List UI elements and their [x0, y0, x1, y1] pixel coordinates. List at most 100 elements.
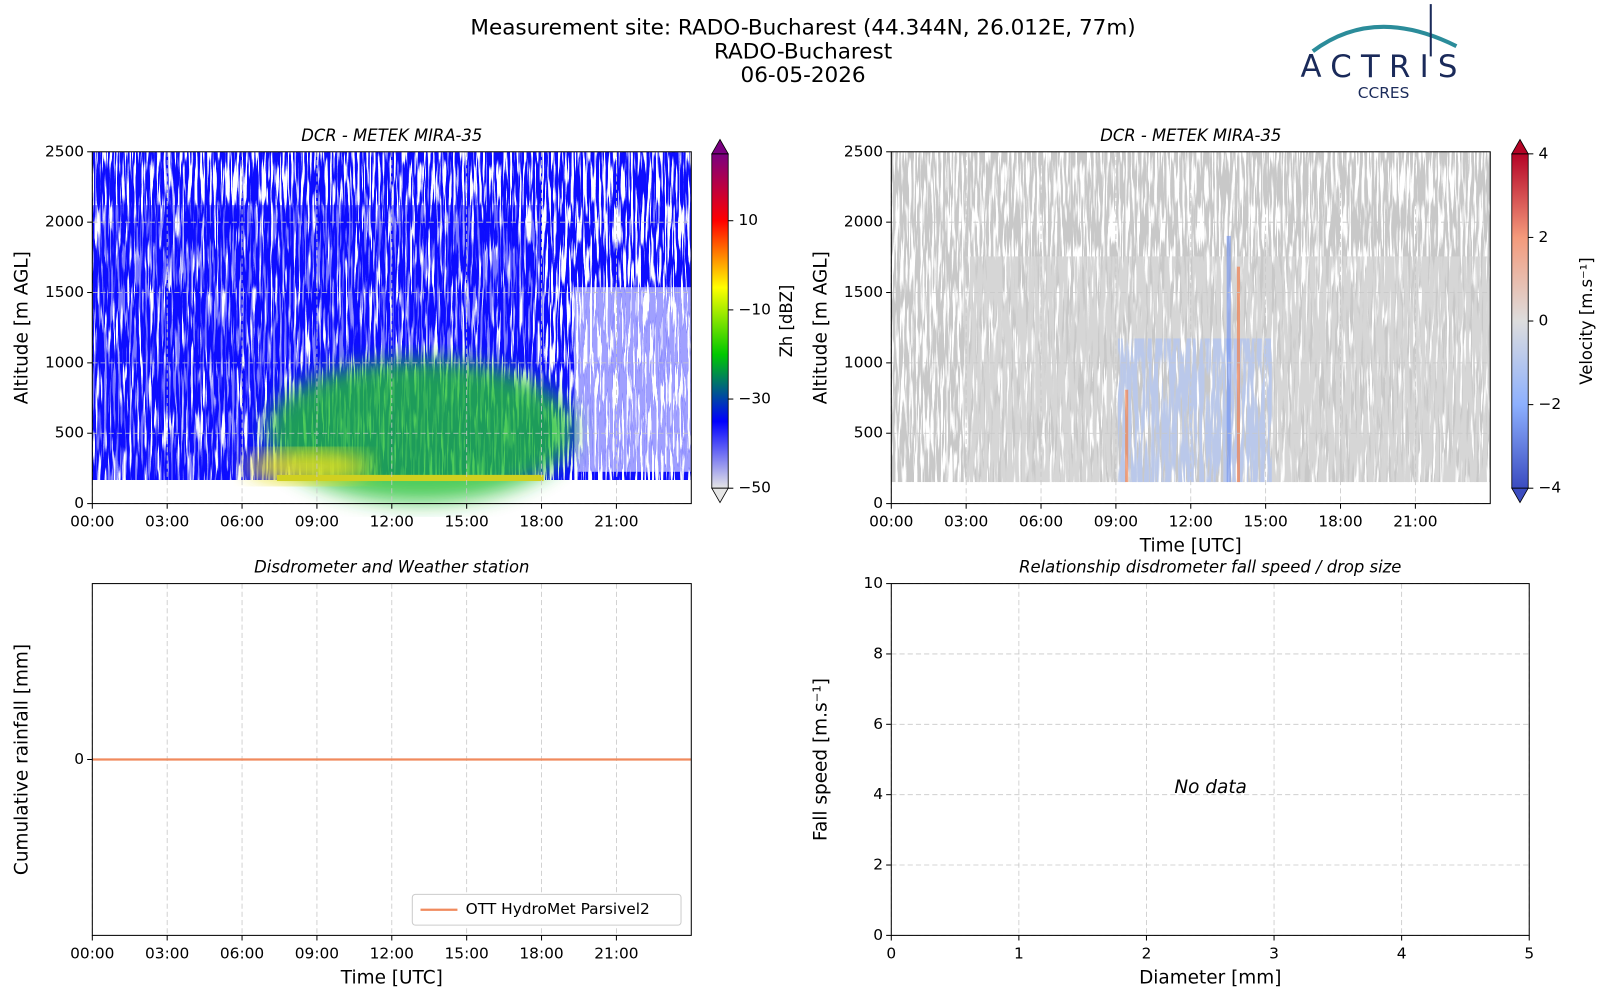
logo-name: ACTRIS [1301, 49, 1467, 85]
x-axis-label: Diameter [mm] [1139, 967, 1281, 988]
x-tick-label: 2 [1142, 944, 1152, 962]
axes: 0 2 4 6 8 10 0 1 2 3 4 5 Relationship disdrometer fa… [811, 558, 1535, 989]
x-tick-label: 18:00 [519, 513, 563, 531]
colorbar-label: Velocity [m.s⁻¹] [1577, 257, 1596, 384]
axes-frame [890, 583, 1530, 936]
logo-subtitle: CCRES [1358, 84, 1410, 102]
x-tick-label: 03:00 [145, 944, 189, 962]
title-line: Measurement site: RADO-Bucharest (44.344… [470, 16, 1135, 41]
x-tick-label: 0 [886, 944, 896, 962]
colorbar-extend [711, 138, 729, 155]
x-tick-label: 21:00 [594, 513, 638, 531]
x-tick-label: 5 [1524, 944, 1534, 962]
logo-arc [1311, 24, 1458, 53]
x-tick-label: 03:00 [145, 513, 189, 531]
colorbar [711, 153, 729, 489]
y-tick-label: 0 [873, 926, 883, 944]
colorbar-extend [1511, 487, 1529, 504]
x-tick-label: 00:00 [70, 944, 114, 962]
y-tick-label: 2000 [45, 213, 84, 231]
y-tick-label: 2000 [844, 213, 883, 231]
title-line: RADO-Bucharest [714, 39, 892, 64]
y-tick-label: 2500 [45, 142, 84, 160]
x-tick-label: 09:00 [1094, 513, 1138, 531]
axes: 0 500 1000 1500 2000 2500 00:00 03:00 06:00 09:00… [12, 126, 797, 531]
x-tick-label: 18:00 [519, 944, 563, 962]
y-tick-label: 2 [873, 856, 883, 874]
y-tick-label: 10 [863, 574, 883, 592]
x-tick-label: 12:00 [370, 513, 414, 531]
colorbar-tick-label: −4 [1538, 479, 1561, 497]
x-tick-label: 00:00 [70, 513, 114, 531]
colorbar-extend [1511, 138, 1529, 155]
legend-label: OTT HydroMet Parsivel2 [466, 900, 650, 918]
logo: ACTRIS CCRES [1301, 4, 1467, 102]
axes-frame [91, 583, 692, 936]
velocity-streak [1125, 389, 1129, 483]
y-tick-label: 0 [74, 750, 84, 768]
y-tick-label: 2500 [844, 142, 883, 160]
title-line: 06-05-2026 [741, 63, 866, 88]
x-tick-label: 15:00 [445, 513, 489, 531]
colorbar-tick-label: −50 [738, 479, 770, 497]
y-tick-label: 500 [55, 424, 84, 442]
colorbar-tick-label: 4 [1538, 144, 1548, 162]
y-tick-label: 6 [873, 715, 883, 733]
axes-frame [91, 151, 692, 505]
x-tick-label: 06:00 [1019, 513, 1063, 531]
y-tick-label: 500 [854, 424, 883, 442]
x-tick-label: 06:00 [220, 944, 264, 962]
axes-title: Disdrometer and Weather station [254, 558, 529, 577]
x-tick-label: 18:00 [1318, 513, 1362, 531]
y-tick-label: 4 [873, 785, 883, 803]
y-axis-label: Fall speed [m.s⁻¹] [811, 678, 832, 841]
y-tick-label: 1500 [45, 283, 84, 301]
y-tick-label: 0 [873, 494, 883, 512]
colorbar-label: Zh [dBZ] [777, 285, 796, 358]
echo-blob [276, 474, 544, 482]
legend-box [411, 893, 682, 926]
colorbar-tick-label: 0 [1538, 312, 1548, 330]
axes: 0 500 1000 1500 2000 2500 00:00 03:00 06:00 09:00… [811, 126, 1597, 557]
x-tick-label: 21:00 [594, 944, 638, 962]
y-axis-label: Altitude [m AGL] [12, 251, 33, 404]
x-tick-label: 15:00 [445, 944, 489, 962]
x-tick-label: 21:00 [1393, 513, 1437, 531]
y-axis-label: Altitude [m AGL] [811, 251, 832, 404]
y-tick-label: 1000 [844, 353, 883, 371]
colorbar-tick-label: 10 [738, 211, 758, 229]
y-axis-label: Cumulative rainfall [mm] [12, 644, 33, 875]
velocity-streak [1226, 235, 1231, 483]
axes-frame [890, 151, 1491, 505]
colorbar-tick-label: −30 [738, 390, 770, 408]
x-axis-label: Time [UTC] [340, 967, 443, 988]
x-tick-label: 15:00 [1243, 513, 1287, 531]
annotation: No data [1174, 777, 1247, 798]
x-axis-label: Time [UTC] [1139, 536, 1242, 557]
x-tick-label: 3 [1269, 944, 1279, 962]
x-tick-label: 06:00 [220, 513, 264, 531]
x-tick-label: 4 [1397, 944, 1407, 962]
x-tick-label: 03:00 [944, 513, 988, 531]
y-tick-label: 0 [74, 494, 84, 512]
y-tick-label: 8 [873, 644, 883, 662]
x-tick-label: 00:00 [869, 513, 913, 531]
x-tick-label: 09:00 [295, 513, 339, 531]
axes-title: Relationship disdrometer fall speed / dr… [1019, 558, 1401, 577]
x-tick-label: 09:00 [295, 944, 339, 962]
x-tick-label: 12:00 [1169, 513, 1213, 531]
axes-title: DCR - METEK MIRA-35 [1100, 126, 1281, 145]
y-tick-label: 1500 [844, 283, 883, 301]
y-tick-label: 1000 [45, 353, 84, 371]
axes: 0 00:00 03:00 06:00 09:00 12:00 15:00 18:00 21:0… [12, 558, 692, 988]
colorbar-tick-label: 2 [1538, 228, 1548, 246]
x-tick-label: 12:00 [370, 944, 414, 962]
velocity-speckle [1117, 338, 1272, 483]
colorbar-extend [711, 487, 729, 504]
x-tick-label: 1 [1014, 944, 1024, 962]
axes-title: DCR - METEK MIRA-35 [301, 126, 482, 145]
colorbar-tick-label: −2 [1538, 395, 1561, 413]
